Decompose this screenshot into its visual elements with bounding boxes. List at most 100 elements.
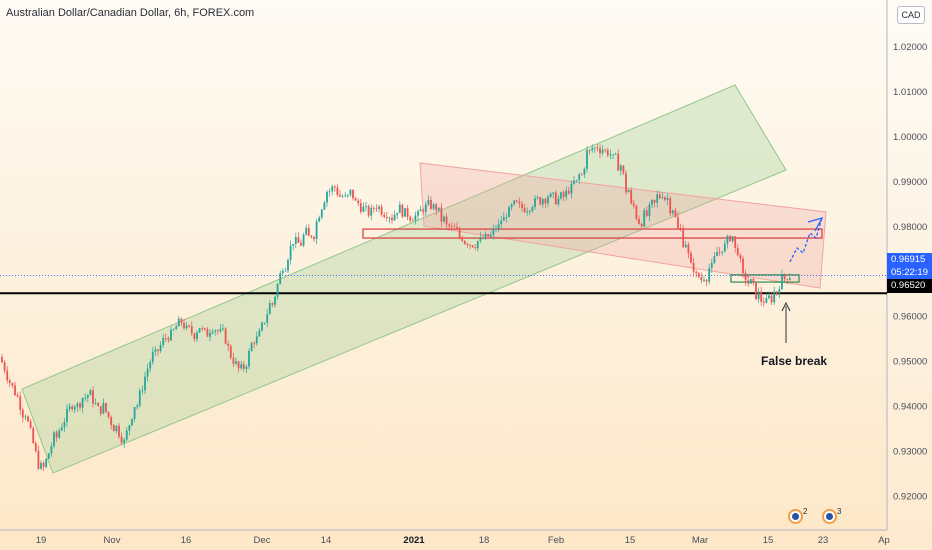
candle-body bbox=[437, 207, 440, 211]
time-tick-label: Nov bbox=[104, 535, 121, 546]
candle-body bbox=[123, 439, 126, 443]
candle-body bbox=[643, 210, 646, 227]
flag-icon bbox=[792, 513, 799, 520]
candle-body bbox=[144, 376, 146, 391]
candle-body bbox=[536, 197, 539, 199]
candle-body bbox=[687, 244, 690, 254]
economic-event-marker[interactable]: 3 bbox=[822, 507, 841, 524]
candle-body bbox=[250, 343, 253, 352]
candle-body bbox=[253, 343, 256, 344]
candle-body bbox=[11, 382, 14, 386]
candle-body bbox=[172, 329, 175, 331]
candle-body bbox=[427, 199, 430, 205]
candle-body bbox=[666, 198, 669, 200]
candle-body bbox=[721, 251, 724, 253]
candle-body bbox=[690, 253, 692, 263]
candle-body bbox=[786, 279, 789, 280]
price-tick-label: 0.98000 bbox=[893, 222, 927, 233]
candle-body bbox=[656, 194, 659, 203]
candle-body bbox=[736, 247, 739, 256]
candle-body bbox=[734, 236, 737, 248]
price-tick-label: 1.01000 bbox=[893, 87, 927, 98]
candle-body bbox=[45, 458, 48, 467]
candle-body bbox=[37, 450, 40, 469]
candle-body bbox=[448, 224, 451, 227]
price-tick-label: 0.96000 bbox=[893, 312, 927, 323]
candle-body bbox=[193, 333, 196, 340]
candle-body bbox=[679, 228, 682, 229]
candle-body bbox=[375, 208, 378, 210]
candle-body bbox=[151, 351, 154, 363]
candle-body bbox=[170, 329, 172, 341]
event-count: 3 bbox=[837, 507, 842, 516]
candle-body bbox=[627, 190, 630, 193]
candle-body bbox=[554, 192, 557, 205]
candle-body bbox=[669, 198, 672, 214]
candle-body bbox=[409, 216, 412, 221]
candle-body bbox=[406, 208, 409, 217]
candle-body bbox=[326, 191, 328, 203]
candle-body bbox=[112, 425, 115, 432]
candle-body bbox=[700, 277, 703, 281]
candle-body bbox=[619, 165, 622, 171]
candle-body bbox=[274, 296, 276, 305]
candle-body bbox=[755, 281, 757, 300]
candle-body bbox=[781, 274, 783, 290]
candle-body bbox=[97, 403, 100, 407]
candle-body bbox=[120, 436, 123, 443]
candle-body bbox=[531, 206, 534, 211]
level-price-tag: 0.96520 bbox=[887, 279, 932, 293]
candle-body bbox=[604, 149, 607, 151]
time-tick-label: 18 bbox=[479, 535, 490, 546]
candle-body bbox=[331, 186, 334, 192]
candle-body bbox=[658, 194, 661, 199]
price-tick-label: 0.95000 bbox=[893, 357, 927, 368]
candle-body bbox=[521, 203, 523, 208]
candle-body bbox=[359, 203, 362, 212]
currency-button[interactable]: CAD bbox=[897, 6, 925, 24]
economic-event-marker[interactable]: 2 bbox=[788, 507, 807, 524]
candle-body bbox=[450, 226, 453, 227]
candle-body bbox=[479, 237, 482, 241]
candle-body bbox=[526, 211, 529, 213]
candle-body bbox=[131, 418, 133, 426]
candle-body bbox=[729, 235, 731, 242]
candle-body bbox=[94, 403, 97, 404]
candle-body bbox=[380, 206, 383, 215]
candle-body bbox=[313, 237, 315, 240]
candle-body bbox=[281, 270, 284, 274]
candle-body bbox=[578, 174, 581, 180]
candle-body bbox=[549, 193, 552, 197]
candle-body bbox=[393, 214, 396, 221]
candle-body bbox=[463, 240, 466, 245]
candle-body bbox=[440, 207, 443, 222]
candle-body bbox=[622, 165, 625, 174]
candle-body bbox=[136, 405, 139, 408]
candle-body bbox=[788, 278, 791, 280]
candle-body bbox=[318, 217, 321, 222]
candle-body bbox=[232, 357, 235, 364]
candle-body bbox=[71, 406, 74, 410]
candle-body bbox=[352, 189, 354, 199]
candle-body bbox=[339, 194, 341, 197]
candle-body bbox=[167, 338, 170, 341]
candle-body bbox=[565, 190, 568, 197]
candle-body bbox=[593, 147, 596, 149]
candle-body bbox=[635, 205, 638, 219]
resistance-zone bbox=[362, 228, 823, 239]
candle-body bbox=[336, 187, 339, 195]
candle-body bbox=[357, 200, 360, 204]
candle-body bbox=[651, 199, 653, 205]
candle-body bbox=[320, 209, 323, 218]
candle-body bbox=[219, 329, 222, 332]
candle-body bbox=[261, 322, 263, 331]
candle-body bbox=[362, 206, 365, 212]
candle-body bbox=[3, 362, 6, 371]
candle-body bbox=[32, 427, 35, 444]
candle-body bbox=[263, 322, 266, 324]
candle-body bbox=[775, 291, 778, 294]
candle-body bbox=[222, 328, 224, 330]
candle-body bbox=[201, 328, 204, 329]
